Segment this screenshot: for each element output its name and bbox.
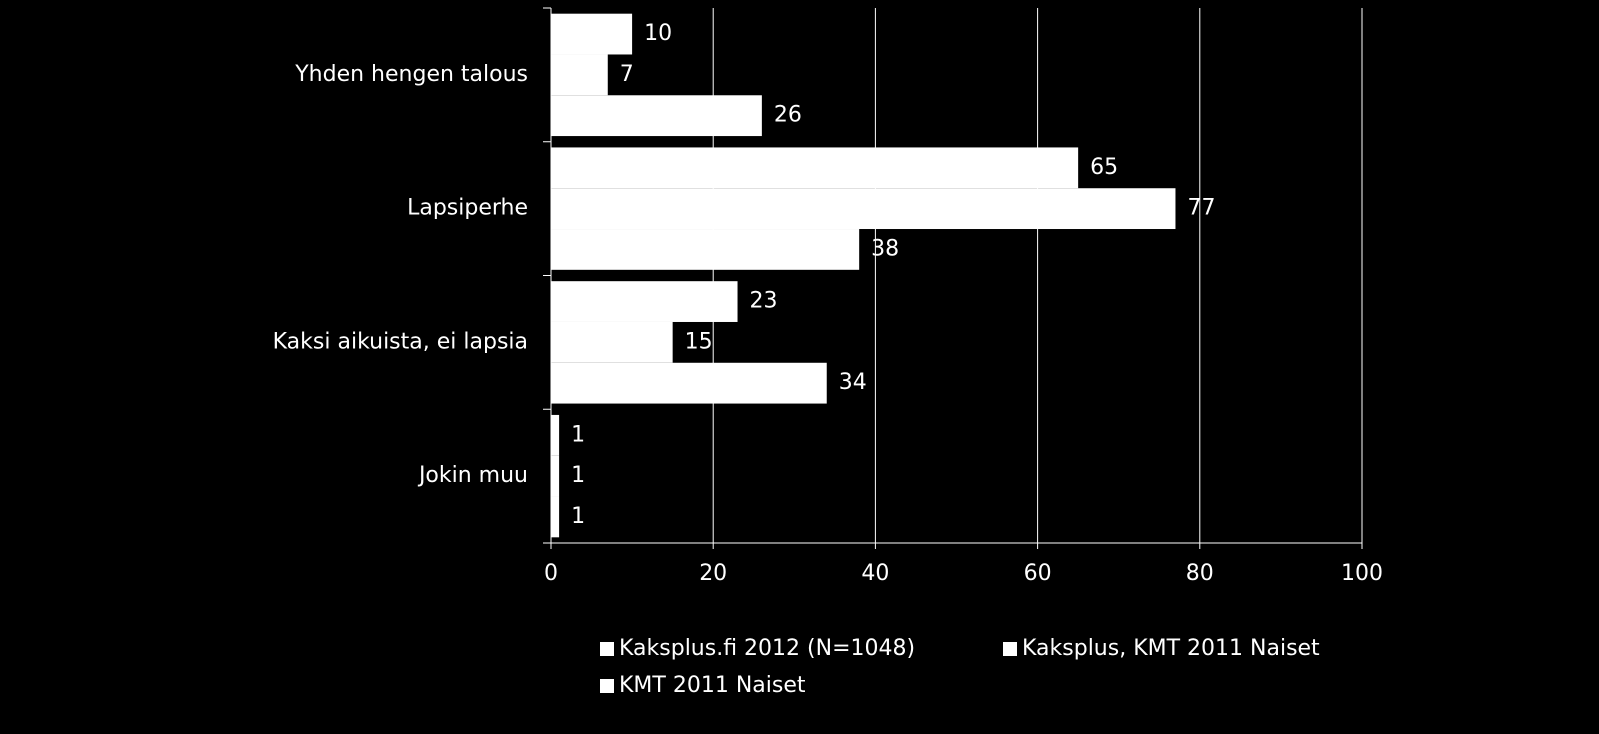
x-tick-label: 0 [544, 561, 558, 586]
bar [551, 188, 1176, 230]
legend-label: KMT 2011 Naiset [619, 673, 806, 698]
bar [551, 414, 560, 456]
bar [551, 13, 633, 55]
x-tick-label: 40 [861, 561, 889, 586]
bar [551, 321, 673, 363]
value-label: 1 [571, 504, 585, 529]
bar [551, 54, 608, 96]
value-label: 1 [571, 422, 585, 447]
x-tick-label: 60 [1024, 561, 1052, 586]
value-label: 15 [685, 329, 713, 354]
value-label: 10 [644, 21, 672, 46]
bar [551, 95, 762, 137]
y-tick-label: Jokin muu [417, 463, 528, 488]
bar [551, 496, 560, 538]
value-label: 7 [620, 62, 634, 87]
value-label: 77 [1187, 196, 1215, 221]
bar [551, 147, 1079, 189]
value-label: 65 [1090, 155, 1118, 180]
y-tick-label: Kaksi aikuista, ei lapsia [273, 329, 528, 354]
y-tick-label: Yhden hengen talous [294, 62, 528, 87]
value-label: 34 [839, 370, 867, 395]
legend-label: Kaksplus, KMT 2011 Naiset [1022, 636, 1320, 661]
value-label: 1 [571, 463, 585, 488]
value-label: 26 [774, 103, 802, 128]
bar [551, 229, 860, 270]
x-tick-label: 100 [1341, 561, 1383, 586]
x-tick-label: 80 [1186, 561, 1214, 586]
value-label: 38 [871, 236, 899, 261]
value-label: 23 [750, 289, 778, 314]
x-tick-label: 20 [699, 561, 727, 586]
bar [551, 362, 827, 404]
legend-label: Kaksplus.fi 2012 (N=1048) [619, 636, 915, 661]
bar [551, 455, 560, 497]
y-tick-label: Lapsiperhe [407, 196, 528, 221]
legend-swatch [1003, 642, 1017, 656]
bar [551, 281, 738, 322]
legend-swatch [600, 679, 614, 693]
legend-swatch [600, 642, 614, 656]
